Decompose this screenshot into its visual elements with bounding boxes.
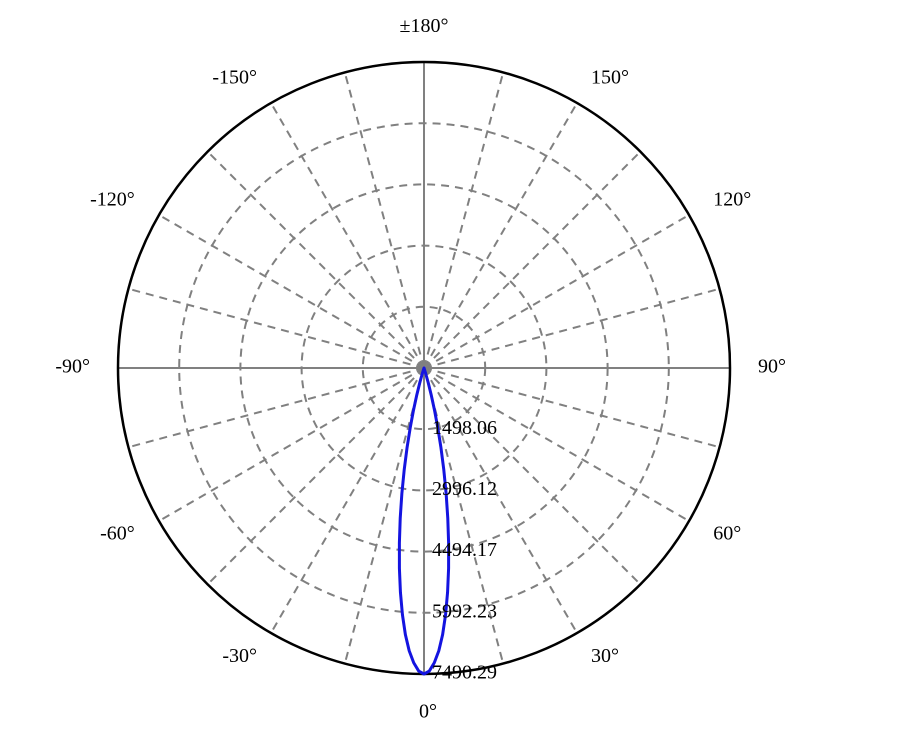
polar-chart: ±180° 150° 120° 90° 60° 30° 0° -30° -60° -90° -120… [0,0,916,736]
radial-label: 2996.12 [432,478,497,500]
radial-label: 1498.06 [432,417,497,439]
radial-label: 4494.17 [432,539,497,561]
angle-label: -90° [55,356,90,378]
angle-label: 150° [591,66,629,88]
angle-label: 0° [419,701,437,723]
angle-label: ±180° [400,15,449,37]
angle-label: -30° [222,645,257,667]
radial-label: 5992.23 [432,600,497,622]
angle-label: 120° [713,189,751,211]
angle-label: 60° [713,523,741,545]
angle-label: -60° [100,523,135,545]
angle-label: 30° [591,645,619,667]
angle-label: 90° [758,356,786,378]
angle-label: -150° [212,66,257,88]
radial-label: 7490.29 [432,662,497,684]
angle-label: -120° [90,189,135,211]
